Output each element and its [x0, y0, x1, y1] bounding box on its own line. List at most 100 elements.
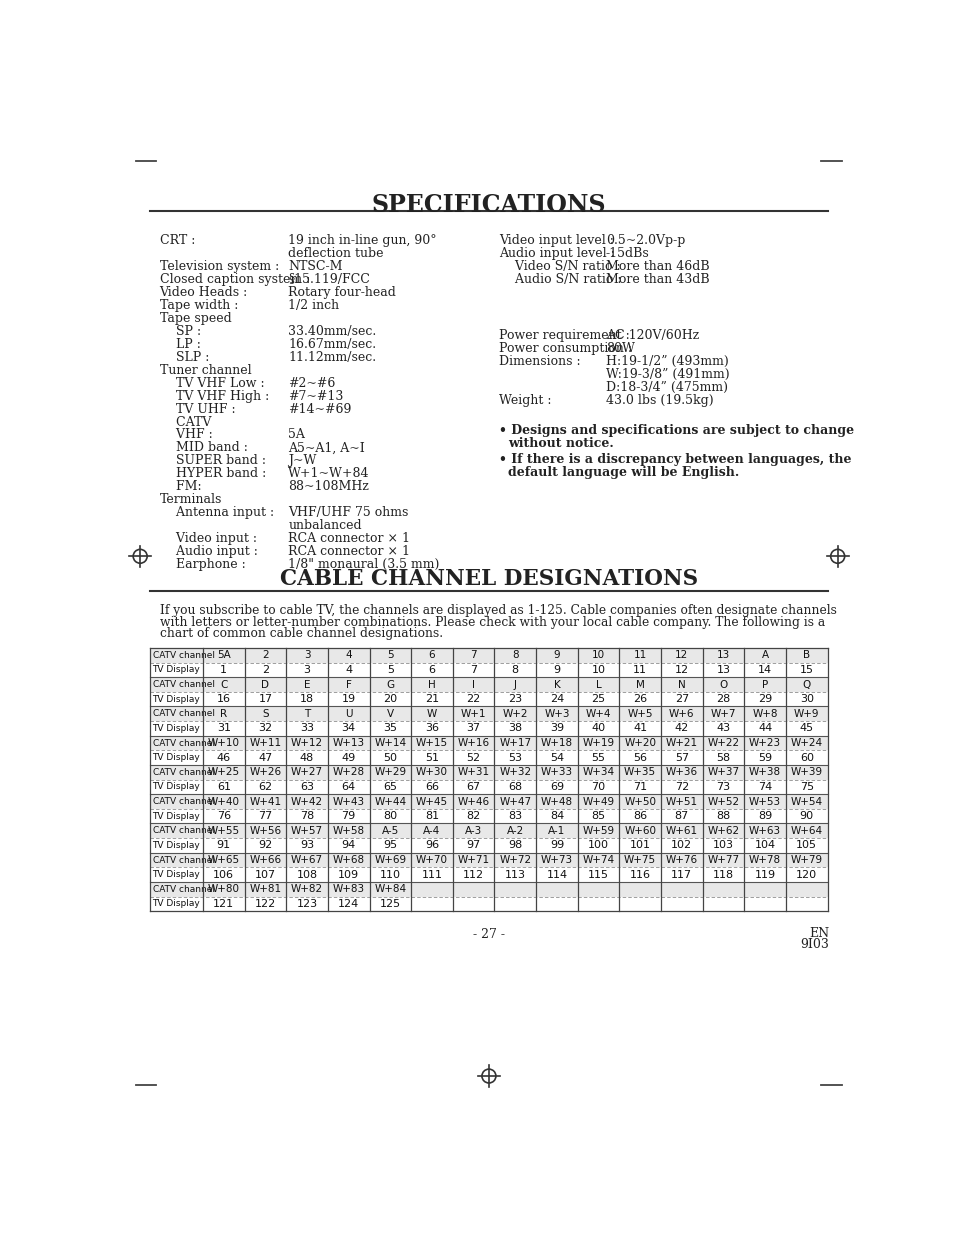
Text: 3: 3 — [303, 651, 310, 661]
Text: W+60: W+60 — [623, 826, 656, 836]
Text: 11.12mm/sec.: 11.12mm/sec. — [288, 351, 375, 364]
Text: W+35: W+35 — [623, 767, 656, 777]
Text: More than 46dB: More than 46dB — [605, 261, 709, 273]
Text: H: H — [428, 679, 436, 689]
Text: A5~A1, A~I: A5~A1, A~I — [288, 441, 365, 454]
Text: T: T — [304, 709, 310, 719]
Text: W+13: W+13 — [333, 739, 364, 748]
Text: W+10: W+10 — [208, 739, 239, 748]
Text: MID band :: MID band : — [159, 441, 247, 454]
Text: CRT :: CRT : — [159, 235, 194, 247]
Text: 10: 10 — [592, 651, 604, 661]
Text: W+1: W+1 — [460, 709, 486, 719]
Text: 90: 90 — [799, 811, 813, 821]
Text: 48: 48 — [299, 752, 314, 763]
Text: 45: 45 — [799, 724, 813, 734]
Text: 30: 30 — [799, 694, 813, 704]
Text: A-1: A-1 — [548, 826, 565, 836]
Text: TV UHF :: TV UHF : — [159, 403, 235, 416]
Text: CATV channel: CATV channel — [152, 709, 214, 719]
Text: Video S/N ratio :: Video S/N ratio : — [498, 261, 620, 273]
Text: W+20: W+20 — [623, 739, 656, 748]
Text: 76: 76 — [216, 811, 231, 821]
Text: W+4: W+4 — [585, 709, 611, 719]
Text: Audio input :: Audio input : — [159, 545, 257, 558]
Text: A: A — [760, 651, 768, 661]
Text: If you subscribe to cable TV, the channels are displayed as 1-125. Cable compani: If you subscribe to cable TV, the channe… — [159, 604, 836, 618]
Text: W+74: W+74 — [582, 855, 614, 864]
Text: W+29: W+29 — [374, 767, 406, 777]
Text: 25: 25 — [591, 694, 605, 704]
Bar — [150, 852, 827, 867]
Text: W+71: W+71 — [457, 855, 489, 864]
Text: P: P — [761, 679, 767, 689]
Text: 68: 68 — [508, 782, 522, 792]
Text: 51: 51 — [424, 752, 438, 763]
Text: A-4: A-4 — [423, 826, 440, 836]
Bar — [150, 751, 827, 764]
Text: 59: 59 — [758, 752, 771, 763]
Text: 5: 5 — [386, 664, 394, 674]
Text: 87: 87 — [674, 811, 688, 821]
Text: W+69: W+69 — [374, 855, 406, 864]
Text: W+63: W+63 — [748, 826, 781, 836]
Text: 119: 119 — [754, 869, 775, 879]
Text: W+42: W+42 — [291, 797, 323, 806]
Text: deflection tube: deflection tube — [288, 247, 383, 261]
Text: W+65: W+65 — [208, 855, 239, 864]
Text: W+34: W+34 — [582, 767, 614, 777]
Text: TV VHF Low :: TV VHF Low : — [159, 377, 264, 390]
Text: #2~#6: #2~#6 — [288, 377, 335, 390]
Text: W+59: W+59 — [582, 826, 614, 836]
Text: V: V — [386, 709, 394, 719]
Text: 53: 53 — [508, 752, 521, 763]
Text: W+82: W+82 — [291, 884, 323, 894]
Text: CATV channel: CATV channel — [152, 651, 214, 659]
Text: 79: 79 — [341, 811, 355, 821]
Text: B: B — [802, 651, 809, 661]
Text: 105: 105 — [796, 841, 817, 851]
Text: 16.67mm/sec.: 16.67mm/sec. — [288, 338, 375, 351]
Text: TV Display: TV Display — [152, 753, 200, 762]
Text: Tape speed: Tape speed — [159, 312, 231, 325]
Text: 6: 6 — [428, 651, 435, 661]
Text: 108: 108 — [296, 869, 317, 879]
Bar — [150, 779, 827, 794]
Text: 2: 2 — [262, 651, 269, 661]
Text: 56: 56 — [633, 752, 646, 763]
Text: W+66: W+66 — [249, 855, 281, 864]
Text: I: I — [472, 679, 475, 689]
Text: 116: 116 — [629, 869, 650, 879]
Text: 31: 31 — [216, 724, 231, 734]
Text: W+30: W+30 — [416, 767, 448, 777]
Text: 15: 15 — [799, 664, 813, 674]
Text: W+33: W+33 — [540, 767, 573, 777]
Text: 66: 66 — [424, 782, 438, 792]
Text: W:19-3/8” (491mm): W:19-3/8” (491mm) — [605, 368, 729, 380]
Text: 88: 88 — [716, 811, 730, 821]
Text: NTSC-M: NTSC-M — [288, 261, 342, 273]
Text: W+70: W+70 — [416, 855, 448, 864]
Text: W: W — [426, 709, 436, 719]
Text: W+19: W+19 — [582, 739, 614, 748]
Text: Television system :: Television system : — [159, 261, 278, 273]
Text: W+43: W+43 — [333, 797, 364, 806]
Text: 8: 8 — [512, 651, 518, 661]
Text: #7~#13: #7~#13 — [288, 390, 343, 403]
Text: 65: 65 — [383, 782, 397, 792]
Text: W+27: W+27 — [291, 767, 323, 777]
Text: default language will be English.: default language will be English. — [508, 466, 739, 479]
Text: 3: 3 — [303, 664, 311, 674]
Text: 72: 72 — [674, 782, 688, 792]
Text: U: U — [345, 709, 352, 719]
Text: 84: 84 — [549, 811, 563, 821]
Text: W+44: W+44 — [374, 797, 406, 806]
Text: TV Display: TV Display — [152, 899, 200, 909]
Text: 12: 12 — [675, 651, 688, 661]
Text: J~W: J~W — [288, 454, 316, 467]
Text: 4: 4 — [345, 664, 352, 674]
Text: W+14: W+14 — [374, 739, 406, 748]
Text: 20: 20 — [383, 694, 397, 704]
Text: VHF :: VHF : — [159, 429, 213, 441]
Bar — [150, 706, 827, 721]
